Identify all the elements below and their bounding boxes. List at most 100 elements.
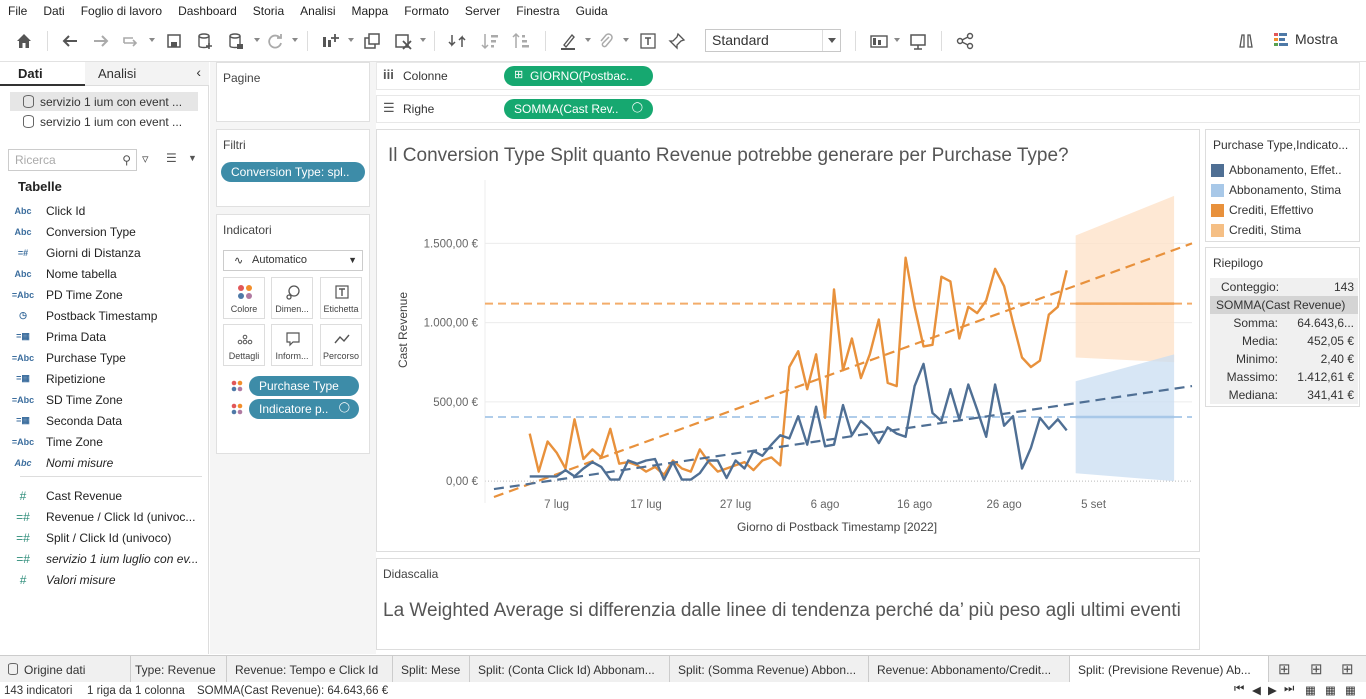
show-me-button[interactable]: Mostra [1273, 31, 1338, 47]
share-icon[interactable] [953, 29, 977, 53]
menu-file[interactable]: File [8, 4, 27, 18]
measure-field[interactable]: =# servizio 1 ium luglio con ev... [0, 548, 208, 569]
legend-item[interactable]: Abbonamento, Effet.. [1211, 161, 1359, 179]
datasource-tab[interactable]: Origine dati [0, 656, 131, 683]
sort-ascending-icon[interactable] [478, 29, 502, 53]
datasource-item[interactable]: servizio 1 ium con event ... [10, 112, 198, 131]
legend-item[interactable]: Abbonamento, Stima [1211, 181, 1359, 199]
dimension-field[interactable]: Abc Conversion Type [0, 221, 208, 242]
menu-data[interactable]: Dati [43, 4, 64, 18]
columns-pill[interactable]: ⊞ GIORNO(Postbac.. [504, 66, 653, 86]
legend-title[interactable]: Purchase Type,Indicato... [1213, 138, 1348, 152]
next-sheet-icon[interactable]: ▶ [1268, 683, 1277, 697]
tab-data[interactable]: Dati [0, 62, 85, 86]
sheet-tab[interactable]: Split: Mese [393, 656, 470, 683]
collapse-icon[interactable]: ‹ [196, 64, 201, 80]
new-worksheet-icon[interactable] [318, 29, 342, 53]
sheet-tab[interactable]: Type: Revenue [131, 656, 227, 683]
new-story-icon[interactable]: ⊞ [1341, 660, 1354, 678]
new-dashboard-icon[interactable]: ⊞ [1310, 660, 1323, 678]
sort-descending-icon[interactable] [509, 29, 533, 53]
color-button[interactable]: Colore [223, 277, 265, 319]
duplicate-icon[interactable] [360, 29, 384, 53]
new-datasource-icon[interactable] [193, 29, 217, 53]
measure-field[interactable]: # Valori misure [0, 569, 208, 590]
chevron-down-icon[interactable]: ▼ [188, 153, 197, 163]
sheet-sorter-icon[interactable]: ▦ [1345, 683, 1356, 697]
dimension-field[interactable]: =▦ Seconda Data [0, 410, 208, 431]
measure-field[interactable]: # Cast Revenue [0, 485, 208, 506]
dimension-field[interactable]: Abc Click Id [0, 200, 208, 221]
menu-analysis[interactable]: Analisi [300, 4, 335, 18]
menu-dashboard[interactable]: Dashboard [178, 4, 237, 18]
mark-type-select[interactable]: ∿ Automatico ▼ [223, 250, 363, 271]
home-icon[interactable] [12, 29, 36, 53]
swap-icon[interactable] [445, 29, 469, 53]
undo-icon[interactable] [58, 29, 82, 53]
menu-map[interactable]: Mappa [352, 4, 389, 18]
size-button[interactable]: Dimen... [271, 277, 313, 319]
path-button[interactable]: Percorso [320, 324, 362, 366]
refresh-icon[interactable] [263, 29, 287, 53]
new-worksheet-icon[interactable]: ⊞ [1278, 660, 1291, 678]
dimension-field[interactable]: =Abc Purchase Type [0, 347, 208, 368]
legend-item[interactable]: Crediti, Stima [1211, 221, 1359, 239]
view-list-icon[interactable]: ☰ [166, 151, 177, 165]
dimension-field[interactable]: =▦ Ripetizione [0, 368, 208, 389]
show-sheets-icon[interactable]: ▦ [1305, 683, 1316, 697]
attach-icon[interactable] [594, 29, 618, 53]
menu-worksheet[interactable]: Foglio di lavoro [81, 4, 162, 18]
filmstrip-icon[interactable]: ▦ [1325, 683, 1336, 697]
menu-window[interactable]: Finestra [516, 4, 559, 18]
dimension-field[interactable]: Abc Nomi misure [0, 452, 208, 473]
presentation-icon[interactable] [906, 29, 930, 53]
menu-server[interactable]: Server [465, 4, 500, 18]
legend-item[interactable]: Crediti, Effettivo [1211, 201, 1359, 219]
sheet-tab[interactable]: Split: (Somma Revenue) Abbon... [670, 656, 869, 683]
sheet-tab[interactable]: Split: (Conta Click Id) Abbonam... [470, 656, 670, 683]
menu-story[interactable]: Storia [253, 4, 284, 18]
indicator-pill[interactable]: Indicatore p.. ◯ [249, 399, 359, 419]
redo-icon[interactable] [89, 29, 113, 53]
dimension-field[interactable]: =# Giorni di Distanza [0, 242, 208, 263]
label-button[interactable]: Etichetta [320, 277, 362, 319]
menu-format[interactable]: Formato [404, 4, 449, 18]
last-sheet-icon[interactable]: ⏭ [1284, 683, 1294, 696]
measure-field[interactable]: =# Split / Click Id (univoco) [0, 527, 208, 548]
dimension-field[interactable]: =▦ Prima Data [0, 326, 208, 347]
purchase-type-pill[interactable]: Purchase Type [249, 376, 359, 396]
series-line[interactable] [530, 258, 1067, 475]
search-input[interactable]: Ricerca ⚲ [8, 149, 137, 171]
sheet-tab[interactable]: Revenue: Tempo e Click Id [227, 656, 393, 683]
binoculars-icon[interactable] [1234, 29, 1258, 53]
menu-help[interactable]: Guida [576, 4, 608, 18]
clear-sheet-icon[interactable] [391, 29, 415, 53]
forecast-line-chart[interactable]: 0,00 €500,00 €1.000,00 €1.500,00 €7 lug 1… [377, 130, 1201, 553]
sheet-tab[interactable]: Revenue: Abbonamento/Credit... [869, 656, 1070, 683]
datasource-item[interactable]: servizio 1 ium con event ... [10, 92, 198, 111]
tooltip-button[interactable]: Inform... [271, 324, 313, 366]
detail-button[interactable]: Dettagli [223, 324, 265, 366]
dimension-field[interactable]: Abc Nome tabella [0, 263, 208, 284]
show-labels-icon[interactable] [636, 29, 660, 53]
save-icon[interactable] [162, 29, 186, 53]
dimension-field[interactable]: =Abc SD Time Zone [0, 389, 208, 410]
sheet-tab[interactable]: Split: (Previsione Revenue) Ab... [1070, 656, 1269, 683]
prev-sheet-icon[interactable]: ◀ [1252, 683, 1261, 697]
filter-pill[interactable]: Conversion Type: spl.. [221, 162, 365, 182]
dimension-field[interactable]: =Abc PD Time Zone [0, 284, 208, 305]
first-sheet-icon[interactable]: ⏮ [1234, 683, 1244, 696]
measure-field[interactable]: =# Revenue / Click Id (univoc... [0, 506, 208, 527]
pin-icon[interactable] [665, 29, 689, 53]
series-line[interactable] [530, 364, 1067, 480]
forecast-band[interactable] [1076, 196, 1174, 362]
replay-icon[interactable] [119, 29, 143, 53]
show-cards-icon[interactable] [867, 29, 891, 53]
dimension-field[interactable]: =Abc Time Zone [0, 431, 208, 452]
highlight-icon[interactable] [556, 29, 580, 53]
pause-updates-icon[interactable] [224, 29, 248, 53]
fit-select[interactable]: Standard [705, 29, 841, 52]
rows-pill[interactable]: SOMMA(Cast Rev.. ◯ [504, 99, 653, 119]
tab-analytics[interactable]: Analisi ‹ [85, 62, 209, 86]
filter-icon[interactable]: ▿ [142, 151, 149, 167]
